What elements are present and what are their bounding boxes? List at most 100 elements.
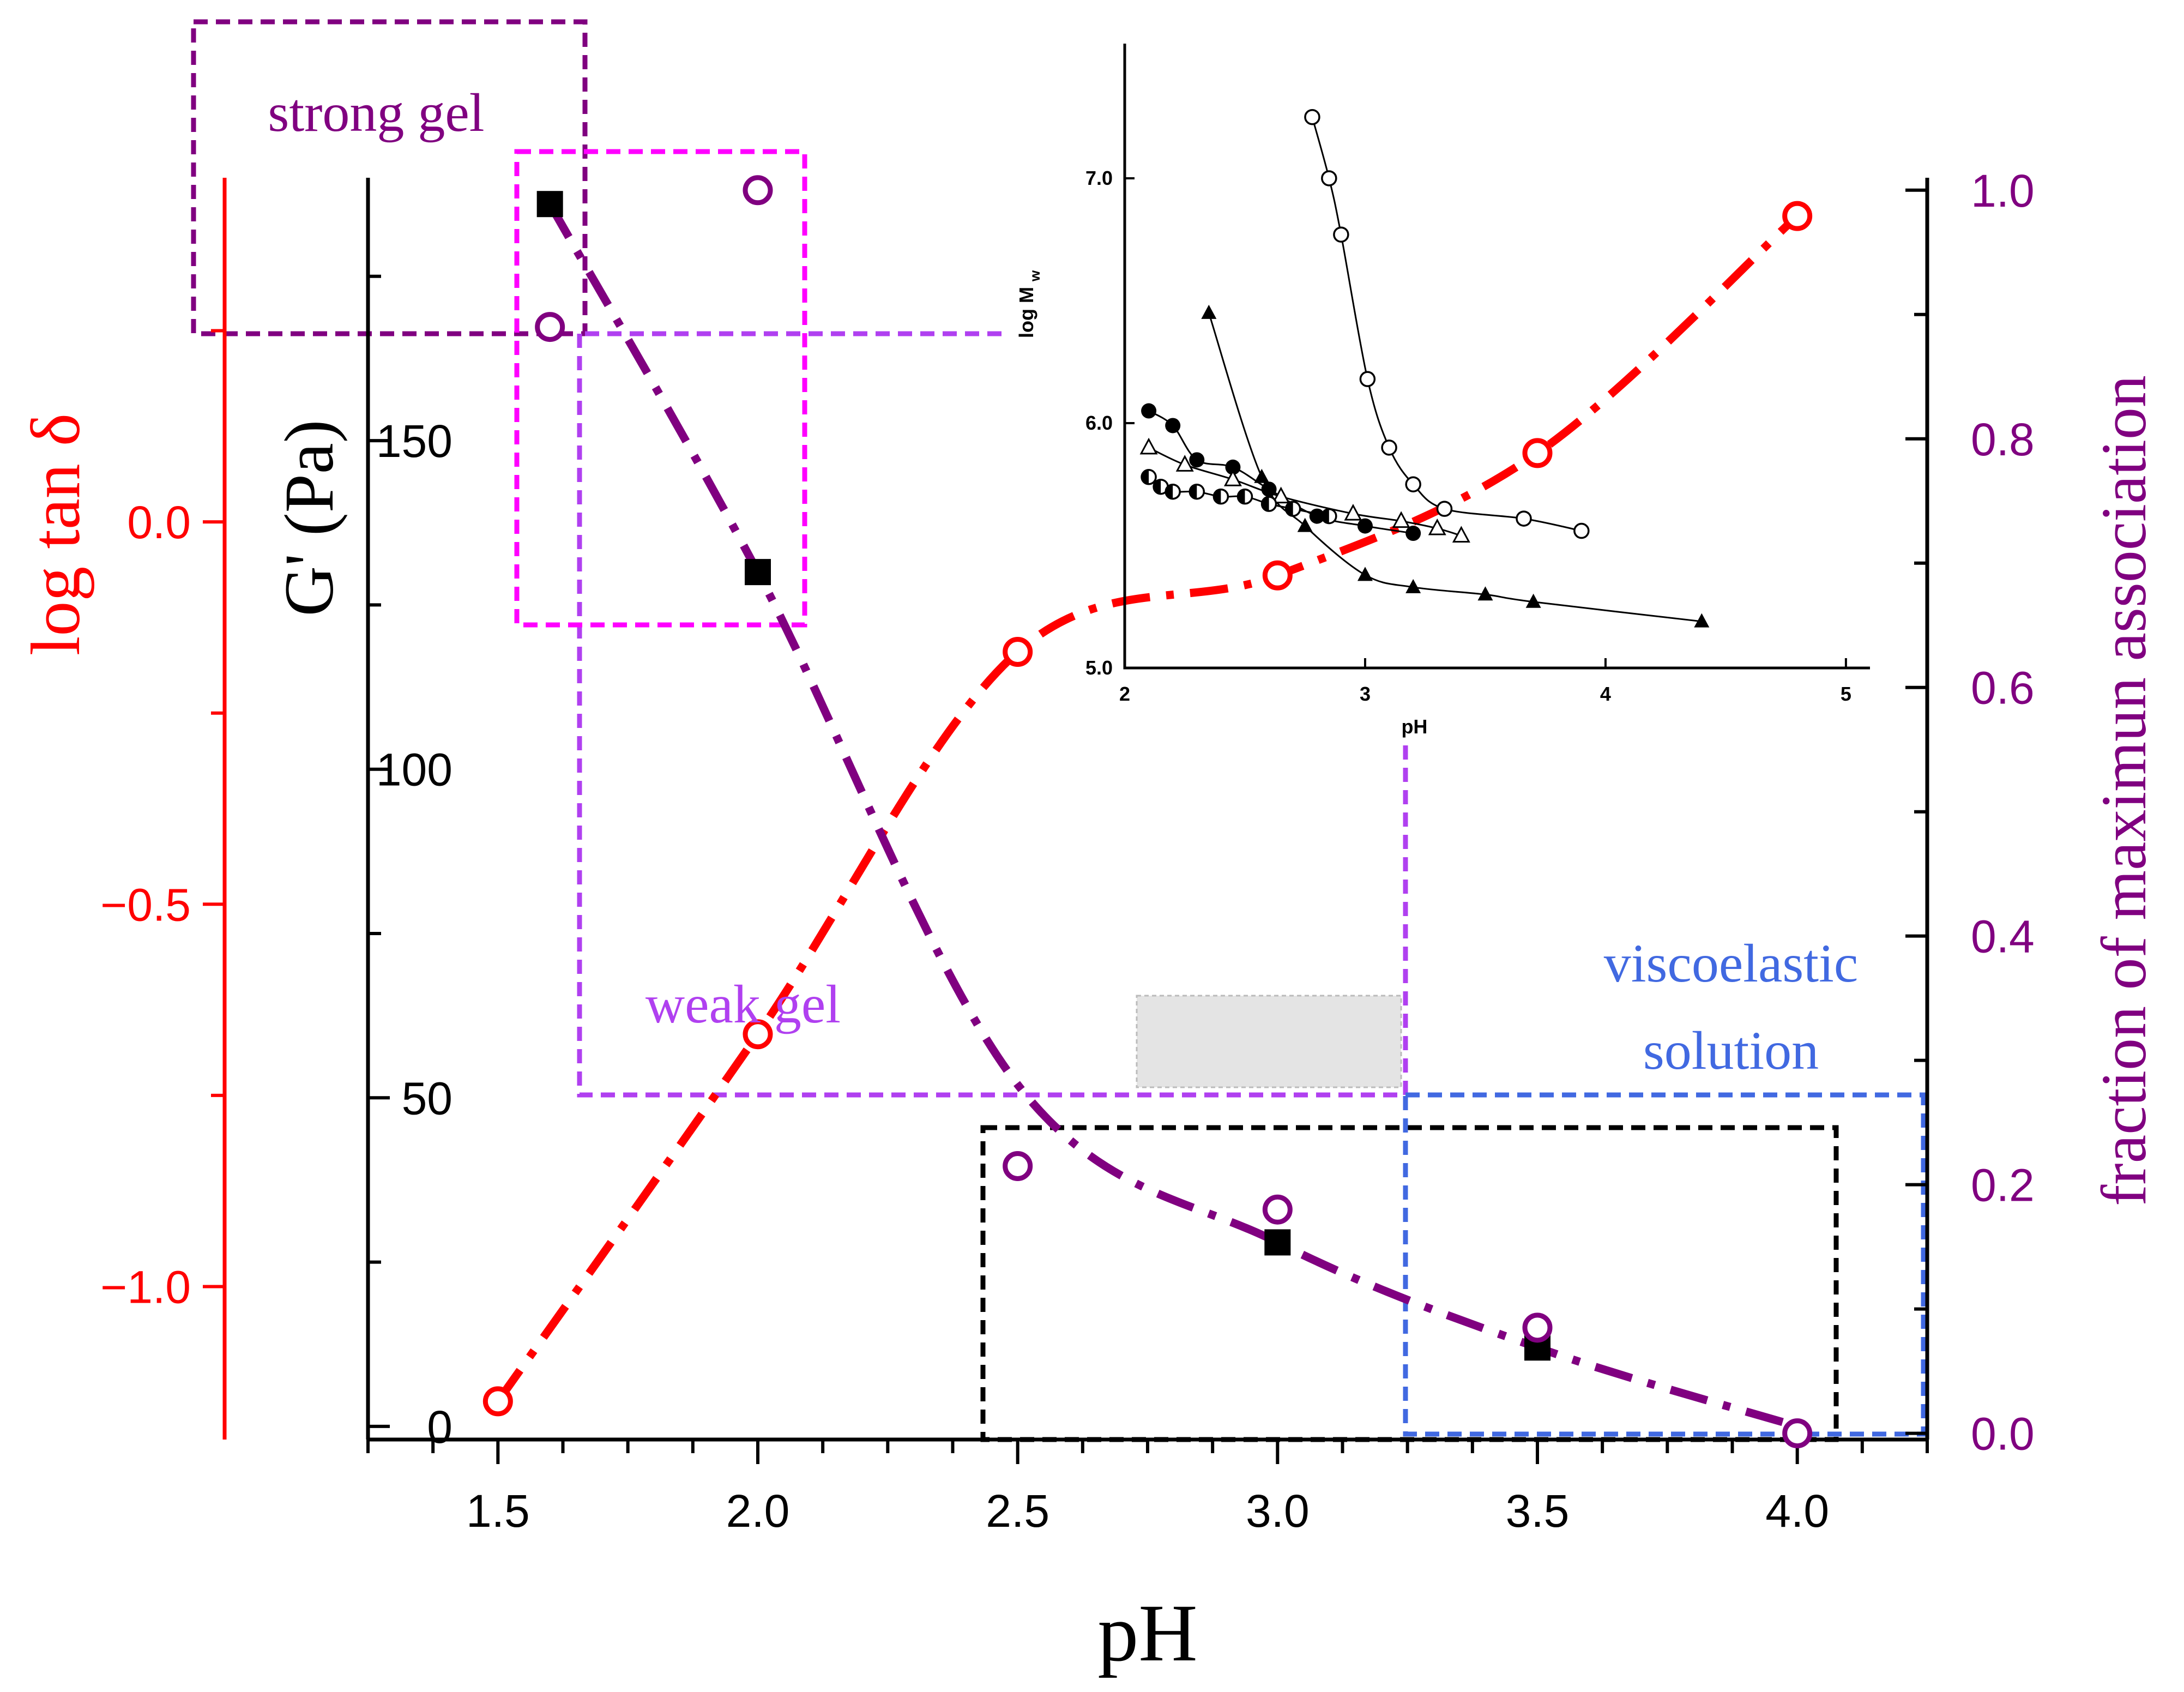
inset-point [1189,452,1205,468]
inset-y-tick-label: 5.0 [1085,657,1113,679]
inset-curve [1148,410,1414,534]
inset-curve [1148,447,1462,537]
inset-point [1357,567,1373,581]
inset-curve [1311,117,1582,532]
inset-point [1359,371,1376,387]
inset-y-tick-label: 6.0 [1085,412,1113,434]
fraction-tick-label: 0.2 [1971,1160,2035,1211]
inset-point [1297,517,1313,532]
gprime-point [745,559,771,586]
inset-point [1272,486,1290,504]
inset-point [1201,304,1217,319]
inset-point [1344,503,1362,521]
inset-point-half [1322,509,1329,523]
inset-point-half [1142,469,1149,484]
inset-point [1261,481,1277,497]
logtan-tick-label: −0.5 [100,879,191,930]
inset-point [1223,469,1242,486]
inset-axes [1123,44,1870,670]
inset-point [1392,511,1410,528]
logtan-tick-label: 0.0 [127,497,191,548]
data-points [482,175,1813,1449]
inset-x-tick-label: 4 [1600,683,1611,705]
fit-curve [546,202,1799,1431]
viscoelastic-label-line1: viscoelastic [1604,933,1859,993]
fraction-tick-label: 0.4 [1971,911,2035,962]
labels: pH G' (Pa) log tan δ fraction of maximun as… [17,82,2159,1678]
inset-x-label: pH [1401,715,1427,738]
fraction-point [743,175,773,206]
inset-point [1694,613,1710,628]
inset-point [1405,526,1421,541]
inset-y-label-main: log M [1015,281,1037,338]
axes: 1.5 2.0 2.5 3.0 3.5 4.0 0 50 100 150 −1.0 −0.5 0.0 0.… [100,165,2035,1537]
logtan-point [1262,560,1293,591]
inset-point [1477,586,1493,601]
inset-point [1516,510,1532,527]
fit-curve [494,213,1800,1404]
region-boxes [191,19,1926,1442]
inset-point [1304,109,1320,125]
inset-x-tick-label: 2 [1119,683,1130,705]
inset-point [1254,468,1270,483]
inset-point-half [1166,484,1173,499]
inset-point [1525,593,1541,608]
inset-x-tick-label: 5 [1841,683,1851,705]
weak-gel-inner-box [514,149,807,628]
fraction-tick-label: 0.8 [1971,414,2035,465]
viscoelastic-box [1403,1092,1926,1437]
x-tick-label: 4.0 [1765,1485,1829,1537]
fraction-point [1262,1194,1293,1225]
inset-point-half [1214,489,1221,504]
gprime-tick-label: 50 [402,1073,453,1124]
inset-point [1139,437,1158,455]
x-tick-label: 3.5 [1506,1485,1570,1537]
inset-point [1225,459,1241,475]
inset-point [1573,522,1590,539]
gprime-tick-label: 150 [376,416,453,467]
inset-x-tick-label: 3 [1360,683,1371,705]
inset-y-label: log M w [1015,270,1043,338]
low-region-box [980,1125,1839,1442]
inset-point [1405,476,1421,492]
inset-plot: 2 3 4 5 5.0 6.0 7.0 pH log M w [1015,44,1870,738]
logtan-point [1522,438,1553,468]
strong-gel-box [191,19,588,336]
x-tick-label: 3.0 [1246,1485,1310,1537]
inset-point [1175,455,1194,472]
gprime-axis-label: G' (Pa) [270,420,348,617]
logtan-axis-label: log tan δ [17,413,94,655]
fit-curves [494,202,1800,1431]
fraction-point [1522,1312,1553,1343]
logtan-point [482,1386,513,1417]
gprime-tick-label: 0 [427,1401,453,1453]
inset-point [1321,170,1337,186]
inset-point [1405,579,1421,593]
logtan-point [743,1019,773,1050]
gprime-tick-label: 100 [376,744,453,796]
weak-gel-label: weak gel [645,974,841,1034]
inset-point [1381,439,1397,456]
fraction-tick-label: 1.0 [1971,165,2035,216]
weak-gel-box [577,334,1408,1098]
inset-point [1141,403,1157,419]
inset-point [1452,526,1470,543]
gprime-point [536,191,563,218]
inset-point [1428,518,1446,535]
fraction-tick-label: 0.0 [1971,1408,2035,1460]
inset-y-tick-label: 7.0 [1085,167,1113,189]
inset-point-half [1190,484,1197,499]
x-tick-label: 1.5 [466,1485,530,1537]
fraction-point [1003,1151,1033,1181]
x-tick-label: 2.0 [726,1485,790,1537]
fraction-point [535,312,565,342]
shaded-box [1136,995,1402,1088]
inset-point [1357,518,1373,534]
strong-gel-label: strong gel [268,82,484,143]
fraction-tick-label: 0.6 [1971,663,2035,714]
inset-curve [1208,312,1702,623]
x-tick-label: 2.5 [986,1485,1049,1537]
viscoelastic-label-line2: solution [1643,1020,1819,1081]
logtan-tick-label: −1.0 [100,1262,191,1313]
